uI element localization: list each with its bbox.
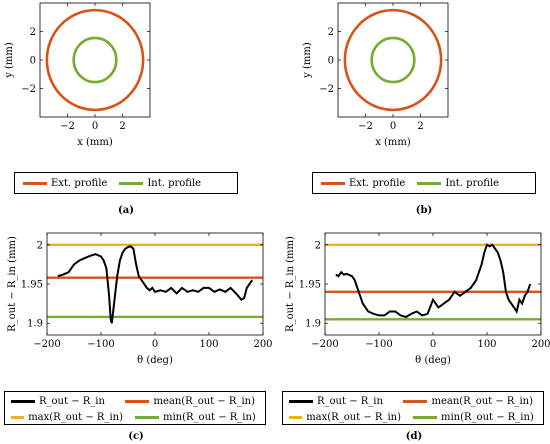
legend-c: R_out − R_in mean(R_out − R_in) max(R_ou… [4, 391, 266, 425]
legend-a: Ext. profile Int. profile [14, 172, 238, 194]
legend-label-max: max(R_out − R_in) [28, 411, 123, 423]
plot-area [343, 8, 443, 112]
axes-frame [46, 232, 264, 336]
x-tick-label: 2 [119, 121, 125, 132]
y-tick-label: 2 [328, 27, 334, 38]
x-tick-label: 100 [199, 339, 218, 350]
legend-swatch-int [119, 181, 144, 185]
legend-label-min: min(R_out − R_in) [441, 411, 534, 423]
legend-item-max: max(R_out − R_in) [285, 412, 401, 423]
y-axis-label: R_out − R_in (mm) [7, 236, 18, 332]
caption-a: (a) [118, 205, 134, 216]
axes-frame [39, 2, 151, 118]
legend-label-int: Int. profile [147, 177, 202, 189]
legend-label-mean: mean(R_out − R_in) [153, 395, 255, 407]
int-profile-line [370, 36, 416, 84]
legend-item-int: Int. profile [413, 178, 499, 189]
y-tick-label: 1.95 [21, 280, 43, 291]
chart-panel-d: −200 −100 0 100 200 1.9 1.95 2 θ (deg) R_out − R_… [285, 232, 550, 366]
x-tick-label: 2 [417, 121, 423, 132]
legend-label-mean: mean(R_out − R_in) [431, 395, 533, 407]
legend-item-diff: R_out − R_in [285, 396, 391, 407]
legend-d: R_out − R_in mean(R_out − R_in) max(R_ou… [282, 391, 544, 425]
chart-panel-c: −200 −100 0 100 200 1.9 1.95 2 θ (deg) R_out − R_… [7, 232, 273, 366]
y-tick-label: 0 [328, 56, 334, 67]
x-tick-label: −2 [358, 121, 373, 132]
x-tick-label: 100 [477, 339, 496, 350]
x-tick-label: −2 [60, 121, 75, 132]
legend-swatch-max [11, 415, 25, 419]
legend-label-diff: R_out − R_in [317, 395, 383, 407]
x-tick-label: −200 [311, 339, 338, 350]
diff-line [335, 243, 532, 319]
legend-label-ext: Ext. profile [51, 177, 108, 189]
x-axis-label: x (mm) [375, 137, 411, 148]
plot-area [45, 8, 145, 112]
legend-label-max: max(R_out − R_in) [306, 411, 401, 423]
int-profile-line [72, 36, 118, 84]
y-tick-label: 1.95 [299, 280, 321, 291]
x-axis-label: θ (deg) [137, 355, 173, 366]
legend-swatch-min [413, 415, 437, 419]
legend-swatch-min [135, 415, 159, 419]
ext-profile-line [343, 8, 443, 112]
diff-line [57, 245, 254, 324]
x-axis-label: θ (deg) [415, 355, 451, 366]
legend-item-mean: mean(R_out − R_in) [121, 396, 255, 407]
chart-panel-b: −2 0 2 −2 0 2 x (mm) y (mm) [302, 2, 449, 148]
x-tick-label: 200 [253, 339, 272, 350]
plot-area [325, 243, 541, 321]
legend-swatch-int [417, 181, 442, 185]
legend-swatch-max [289, 415, 303, 419]
legend-label-min: min(R_out − R_in) [163, 411, 256, 423]
legend-swatch-diff [11, 399, 35, 403]
legend-item-diff: R_out − R_in [7, 396, 113, 407]
legend-item-max: max(R_out − R_in) [7, 412, 123, 423]
legend-item-int: Int. profile [115, 178, 201, 189]
legend-item-min: min(R_out − R_in) [409, 412, 534, 423]
caption-c: (c) [128, 431, 144, 442]
x-tick-label: −200 [33, 339, 60, 350]
y-tick-label: 2 [37, 240, 43, 251]
y-tick-label: 1.9 [305, 319, 321, 330]
ext-profile-line [45, 8, 145, 112]
legend-item-ext: Ext. profile [317, 178, 405, 189]
legend-b: Ext. profile Int. profile [312, 172, 536, 194]
legend-label-int: Int. profile [445, 177, 500, 189]
y-tick-label: 0 [30, 56, 36, 67]
x-tick-label: 0 [152, 339, 158, 350]
x-tick-label: −100 [87, 339, 114, 350]
y-tick-label: −2 [21, 84, 36, 95]
y-tick-label: 2 [30, 27, 36, 38]
y-tick-label: 2 [315, 240, 321, 251]
x-axis-label: x (mm) [77, 137, 113, 148]
legend-label-diff: R_out − R_in [39, 395, 105, 407]
legend-swatch-ext [23, 181, 47, 185]
y-axis-label: y (mm) [302, 42, 313, 79]
y-tick-label: 1.9 [27, 319, 43, 330]
y-tick-label: −2 [319, 84, 334, 95]
legend-swatch-mean [403, 399, 428, 403]
legend-item-mean: mean(R_out − R_in) [399, 396, 533, 407]
x-tick-label: 200 [531, 339, 550, 350]
legend-item-min: min(R_out − R_in) [131, 412, 256, 423]
y-axis-label: y (mm) [4, 42, 15, 79]
caption-d: (d) [405, 431, 423, 442]
plot-area [47, 243, 263, 324]
x-tick-label: 0 [92, 121, 98, 132]
x-tick-label: 0 [430, 339, 436, 350]
legend-swatch-diff [289, 399, 313, 403]
x-tick-label: −100 [365, 339, 392, 350]
x-tick-label: 0 [390, 121, 396, 132]
legend-swatch-ext [321, 181, 345, 185]
legend-item-ext: Ext. profile [19, 178, 107, 189]
axes-frame [337, 2, 449, 118]
chart-panel-a: −2 0 2 −2 0 2 x (mm) y (mm) [4, 2, 151, 148]
y-axis-label: R_out − R_in (mm) [285, 236, 296, 332]
legend-swatch-mean [125, 399, 150, 403]
caption-b: (b) [415, 205, 433, 216]
legend-label-ext: Ext. profile [349, 177, 406, 189]
